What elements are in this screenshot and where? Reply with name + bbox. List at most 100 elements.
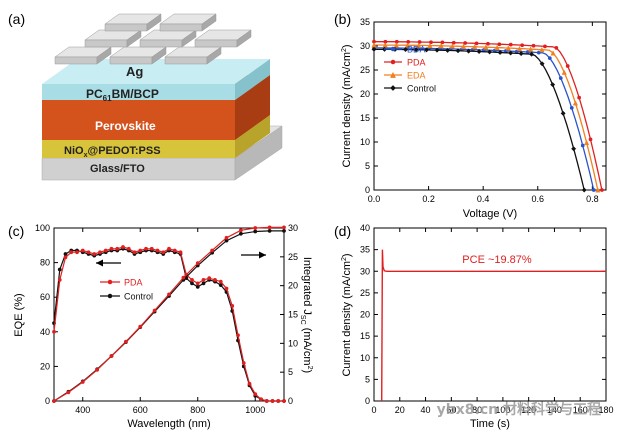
- panel-label-b: (b): [334, 11, 351, 27]
- eqe-point-control-integrated: [239, 231, 243, 236]
- jv-point-pda: [565, 64, 570, 68]
- jv-point-pda: [372, 39, 376, 44]
- jv-line-bda: [374, 47, 595, 191]
- jv-point-control: [434, 47, 440, 53]
- jv-point-eda: [449, 43, 455, 49]
- eqe-ytick-label-1: 20: [40, 361, 50, 371]
- stab-ytick-label-1: 5: [365, 374, 370, 384]
- ag-electrodes: [54, 13, 252, 65]
- eqe-point-pda-integrated: [80, 380, 85, 384]
- eqe-point-control: [201, 281, 206, 286]
- jv-ytick-label-6: 30: [360, 41, 370, 51]
- eqe-y2tick-label-1: 5: [288, 367, 293, 377]
- stab-ytick-label-4: 20: [360, 310, 370, 320]
- eqe-point-pda-integrated: [210, 248, 214, 253]
- eqe-point-pda: [149, 246, 154, 251]
- panel-label-c: (c): [8, 223, 24, 239]
- eqe-point-pda: [155, 248, 160, 253]
- ag-pad-side-1: [151, 46, 167, 65]
- stability-chart: 0 20 40 60 80 100 120 140 160 180 0 5 10 15 20 25 30 35 40…: [341, 223, 614, 430]
- htl-layer-side: [235, 115, 270, 158]
- jv-point-eda: [516, 45, 523, 52]
- jv-ytick-label-2: 10: [360, 137, 370, 147]
- stab-ytick-label-3: 15: [360, 331, 370, 341]
- eqe-point-pda: [132, 250, 137, 255]
- jv-xtick-label-4: 0.8: [586, 194, 599, 204]
- jv-point-eda: [483, 44, 489, 50]
- ag-pad-front-4: [139, 39, 183, 48]
- jv-point-control: [560, 110, 566, 116]
- jv-ytick-label-4: 20: [360, 89, 370, 99]
- ag-pad-side-2: [206, 46, 222, 65]
- jv-point-control: [571, 146, 577, 152]
- jv-point-eda: [561, 69, 567, 75]
- jv-point-control: [497, 49, 503, 56]
- eqe-point-pda: [270, 399, 275, 403]
- eqe-point-pda-integrated: [124, 339, 128, 344]
- jv-point-eda: [382, 42, 388, 48]
- stab-ytick-label-8: 40: [360, 223, 370, 233]
- jv-point-control: [371, 46, 377, 52]
- eqe-ytick-label-4: 80: [40, 258, 50, 268]
- jv-point-control: [581, 187, 587, 193]
- eqe-xtick-label-3: 1000: [245, 405, 265, 415]
- jv-axis-ticks: 0.0 0.2 0.4 0.6 0.8 0 5 10 15 20 25 30 35: [360, 17, 606, 204]
- ag-pad-front-5: [194, 39, 238, 48]
- etl-layer-front: [42, 84, 235, 100]
- stab-ytick-label-0: 0: [365, 396, 370, 406]
- eqe-point-pda-integrated: [138, 324, 143, 329]
- eqe-line-control-integrated: [53, 230, 284, 402]
- eqe-legend: PDA Control: [100, 278, 153, 302]
- jv-legend-label-control: Control: [407, 84, 436, 94]
- jv-point-pda: [543, 44, 547, 49]
- stab-xtick-label-1: 20: [395, 405, 405, 415]
- jv-xtick-label-0: 0.0: [368, 194, 381, 204]
- eqe-point-pda: [241, 361, 246, 365]
- ag-pad-side-5: [236, 29, 252, 48]
- jv-point-pda: [417, 40, 422, 44]
- eqe-point-control: [190, 281, 194, 286]
- eqe-point-pda: [207, 276, 212, 281]
- jv-point-eda: [438, 43, 444, 49]
- jv-legend-marker-eda: [389, 71, 397, 78]
- jv-point-eda: [584, 139, 590, 146]
- eqe-legend-label-pda: PDA: [124, 278, 143, 288]
- jv-point-eda: [539, 46, 545, 53]
- eqe-point-pda: [138, 248, 143, 253]
- ag-pad-side-6: [146, 13, 162, 32]
- jv-line-control: [374, 48, 585, 191]
- jv-point-eda: [572, 100, 579, 106]
- eqe-point-pda-integrated: [239, 228, 243, 233]
- jv-point-control: [423, 47, 430, 53]
- eqe-y2tick-label-0: 0: [288, 396, 293, 406]
- eqe-point-pda: [195, 281, 200, 286]
- htl-layer-front: [42, 140, 235, 158]
- eqe-point-pda-integrated: [95, 367, 99, 372]
- ag-pad-front-0: [54, 56, 98, 65]
- jv-legend: BDA PDA EDA Control: [384, 45, 436, 94]
- eqe-point-pda: [161, 250, 166, 255]
- eqe-point-pda: [63, 255, 68, 260]
- jv-point-eda: [393, 42, 399, 48]
- eqe-point-control: [195, 284, 200, 289]
- jv-legend-label-eda: EDA: [407, 71, 426, 81]
- eqe-y2tick-label-3: 15: [288, 310, 298, 320]
- jv-point-eda: [460, 43, 467, 49]
- stab-xtick-label-8: 160: [573, 405, 588, 415]
- eqe-point-pda-integrated: [181, 275, 186, 280]
- jv-point-pda: [486, 41, 490, 46]
- left-axis-arrowhead: [96, 259, 103, 267]
- jv-point-pda: [554, 46, 559, 50]
- eqe-point-control: [57, 267, 62, 272]
- label-substrate: Glass/FTO: [90, 163, 145, 175]
- ag-pad-side-0: [96, 46, 112, 65]
- eqe-point-pda: [109, 246, 114, 251]
- jv-point-control: [487, 49, 493, 55]
- stab-ytick-label-6: 30: [360, 266, 370, 276]
- eqe-xtick-label-2: 800: [190, 405, 205, 415]
- ag-pad-front-6: [104, 23, 148, 32]
- jv-point-pda: [451, 40, 456, 45]
- eqe-ytick-label-0: 0: [45, 396, 50, 406]
- eqe-point-pda: [201, 278, 206, 282]
